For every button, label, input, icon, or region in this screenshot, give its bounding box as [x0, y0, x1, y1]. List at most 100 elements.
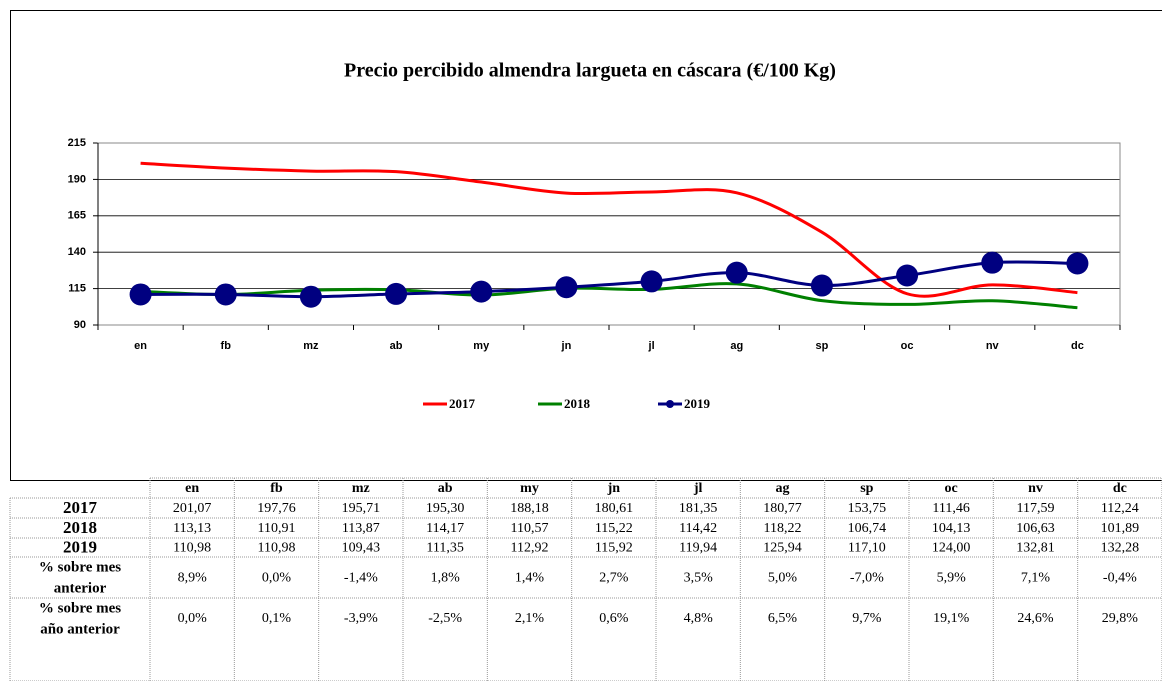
table-cell: 4,8%: [684, 611, 714, 626]
x-tick-label: jl: [648, 340, 655, 352]
table-cell: 113,87: [342, 521, 380, 536]
x-tick-label: sp: [815, 340, 828, 352]
point-marker: [640, 270, 663, 293]
point-marker: [810, 274, 833, 297]
table-cell: 110,91: [258, 521, 296, 536]
table-cell: 110,98: [173, 541, 211, 556]
table-cell: 8,9%: [178, 571, 208, 586]
table-cell: 132,28: [1101, 541, 1140, 556]
table-cell: 117,59: [1017, 501, 1055, 516]
table-header: sp: [860, 481, 873, 496]
table-cell: 132,81: [1016, 541, 1055, 556]
table-cell: 106,74: [848, 521, 887, 536]
point-marker: [555, 276, 578, 299]
legend-marker: [666, 400, 674, 408]
table-header: jl: [693, 481, 703, 496]
point-marker: [214, 283, 237, 306]
x-tick-label: ag: [730, 340, 743, 352]
table-row-label: 2017: [63, 498, 98, 517]
table-cell: 112,92: [511, 541, 549, 556]
legend-label: 2018: [564, 396, 591, 411]
point-marker: [299, 285, 322, 308]
table-cell: 114,42: [679, 521, 717, 536]
table-cell: 1,8%: [431, 571, 461, 586]
table-cell: 195,30: [426, 501, 465, 516]
table-cell: 3,5%: [684, 571, 714, 586]
x-tick-label: dc: [1071, 340, 1084, 352]
table-cell: -3,9%: [344, 611, 378, 626]
table-cell: 114,17: [426, 521, 464, 536]
table-cell: 180,61: [595, 501, 634, 516]
table-cell: -7,0%: [850, 571, 884, 586]
table-row-label: año anterior: [40, 621, 120, 637]
table-cell: 106,63: [1016, 521, 1055, 536]
table-cell: 1,4%: [515, 571, 545, 586]
x-tick-label: ab: [390, 340, 403, 352]
table-cell: 101,89: [1101, 521, 1140, 536]
table-cell: 0,0%: [262, 571, 292, 586]
table-cell: 180,77: [763, 501, 802, 516]
table-header: mz: [352, 481, 370, 496]
point-marker: [981, 251, 1004, 274]
table-header: dc: [1113, 481, 1127, 496]
point-marker: [725, 261, 748, 284]
table-cell: 113,13: [173, 521, 211, 536]
table-cell: 2,1%: [515, 611, 545, 626]
table-cell: 153,75: [848, 501, 887, 516]
y-tick-label: 165: [68, 210, 86, 222]
table-cell: 115,92: [595, 541, 633, 556]
x-tick-label: en: [134, 340, 147, 352]
table-cell: 111,46: [932, 501, 969, 516]
table-header: fb: [270, 481, 283, 496]
table-cell: 201,07: [173, 501, 212, 516]
x-tick-label: my: [473, 340, 490, 352]
y-tick-label: 90: [74, 319, 86, 331]
y-tick-label: 140: [68, 246, 86, 258]
table-cell: 197,76: [257, 501, 296, 516]
table-cell: 2,7%: [599, 571, 629, 586]
point-marker: [470, 280, 493, 303]
table-header: oc: [945, 481, 958, 496]
table-cell: 5,9%: [937, 571, 967, 586]
table-row-label: anterior: [54, 580, 107, 596]
table-cell: 110,98: [258, 541, 296, 556]
table-row-label: % sobre mes: [39, 600, 121, 616]
table-cell: 110,57: [511, 521, 549, 536]
table-row-label: % sobre mes: [39, 559, 121, 575]
series-line: [140, 161, 1078, 298]
table-cell: 7,1%: [1021, 571, 1051, 586]
table-cell: 9,7%: [852, 611, 882, 626]
table-cell: 115,22: [595, 521, 633, 536]
table-cell: 117,10: [848, 541, 886, 556]
chart-frame: [10, 10, 1162, 481]
table-cell: 181,35: [679, 501, 718, 516]
table-header: jn: [607, 481, 621, 496]
table-header: nv: [1028, 481, 1043, 496]
point-marker: [1066, 252, 1089, 275]
x-tick-label: fb: [221, 340, 232, 352]
table-cell: 119,94: [679, 541, 717, 556]
x-tick-label: jn: [561, 340, 572, 352]
table-cell: 118,22: [764, 521, 802, 536]
table-header: my: [520, 481, 539, 496]
table-header: ag: [776, 481, 790, 496]
point-marker: [129, 283, 152, 306]
table-cell: 6,5%: [768, 611, 798, 626]
table-cell: -1,4%: [344, 571, 378, 586]
table-cell: 0,6%: [599, 611, 629, 626]
table-cell: 104,13: [932, 521, 971, 536]
table-cell: -0,4%: [1103, 571, 1137, 586]
table-cell: 112,24: [1101, 501, 1139, 516]
table-header: en: [185, 481, 199, 496]
y-tick-label: 190: [68, 173, 86, 185]
table-row-label: 2019: [63, 537, 97, 556]
point-marker: [896, 264, 919, 287]
table-cell: 195,71: [342, 501, 381, 516]
table-cell: 0,1%: [262, 611, 292, 626]
legend-label: 2019: [684, 396, 711, 411]
x-tick-label: mz: [303, 340, 319, 352]
table-cell: 109,43: [342, 541, 381, 556]
table-cell: 124,00: [932, 541, 971, 556]
table-cell: 29,8%: [1102, 611, 1139, 626]
